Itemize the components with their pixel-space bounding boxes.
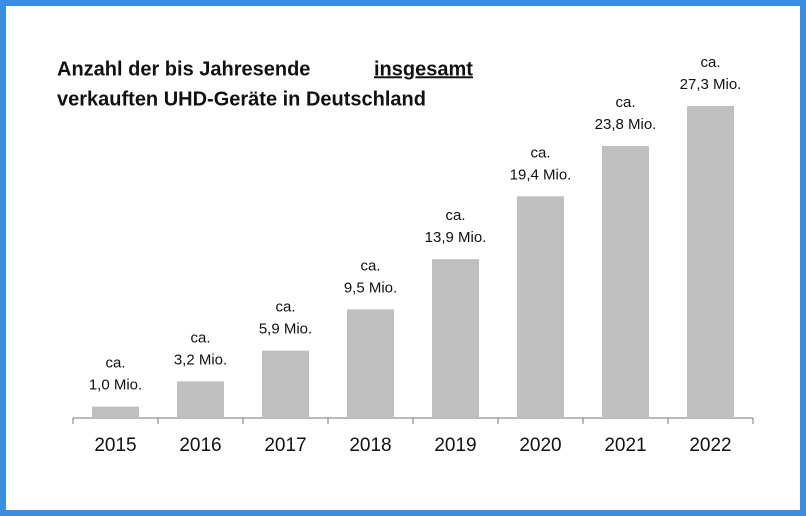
chart-title: Anzahl der bis Jahresende: [57, 58, 310, 80]
value-label: 3,2 Mio.: [174, 351, 227, 368]
value-label: ca.: [700, 54, 720, 71]
value-label: ca.: [445, 207, 465, 224]
bar: [92, 406, 139, 418]
value-label: 13,9 Mio.: [425, 229, 487, 246]
value-label: 27,3 Mio.: [680, 76, 742, 93]
bar: [687, 106, 734, 418]
x-tick-label: 2016: [179, 435, 221, 456]
chart-title: verkauften UHD-Geräte in Deutschland: [57, 88, 426, 110]
x-tick-label: 2018: [349, 435, 391, 456]
bar: [517, 196, 564, 418]
bar: [602, 146, 649, 418]
x-tick-label: 2021: [604, 435, 646, 456]
value-label: ca.: [360, 257, 380, 274]
value-label: ca.: [190, 329, 210, 346]
bar: [262, 350, 309, 418]
x-tick-label: 2017: [264, 435, 306, 456]
chart-title: insgesamt: [374, 58, 473, 80]
x-tick-label: 2019: [434, 435, 476, 456]
value-label: ca.: [615, 94, 635, 111]
bar: [177, 381, 224, 418]
bar: [347, 309, 394, 418]
value-label: ca.: [275, 299, 295, 316]
value-label: 23,8 Mio.: [595, 116, 657, 133]
value-label: 19,4 Mio.: [510, 166, 572, 183]
value-label: 9,5 Mio.: [344, 279, 397, 296]
value-label: 5,9 Mio.: [259, 321, 312, 338]
x-tick-label: 2022: [689, 435, 731, 456]
x-tick-label: 2020: [519, 435, 561, 456]
bar: [432, 259, 479, 418]
value-label: ca.: [105, 355, 125, 372]
value-label: ca.: [530, 144, 550, 161]
x-tick-label: 2015: [94, 435, 136, 456]
value-label: 1,0 Mio.: [89, 377, 142, 394]
